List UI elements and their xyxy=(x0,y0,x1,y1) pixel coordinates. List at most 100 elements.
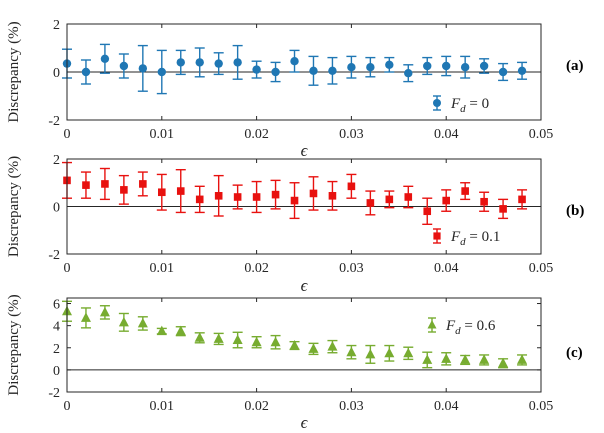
legend: Fd = 0.1 xyxy=(433,228,500,248)
legend-label: Fd = 0.6 xyxy=(445,318,496,337)
data-point xyxy=(498,67,508,77)
chart-panel-c: 0 0.01 0.02 0.03 0.04 0.05 -2 0 2 4 6 Discrepancy (… xyxy=(6,294,583,432)
data-point xyxy=(403,347,414,358)
data-point xyxy=(232,334,243,345)
panel-label: (a) xyxy=(566,58,584,74)
data-point xyxy=(480,197,488,206)
data-point xyxy=(120,186,128,194)
legend-label: Fd = 0 xyxy=(450,96,489,115)
data-point xyxy=(156,325,167,336)
data-point xyxy=(346,346,357,357)
data-point xyxy=(517,66,527,76)
data-point xyxy=(366,199,375,207)
data-point xyxy=(214,192,223,200)
data-point xyxy=(422,354,433,364)
data-point xyxy=(460,62,470,72)
data-point xyxy=(176,58,185,67)
y-tick-label: 6 xyxy=(53,298,60,313)
x-tick-label: 0 xyxy=(64,261,71,276)
y-tick-label: -2 xyxy=(48,386,60,401)
legend: Fd = 0 xyxy=(433,95,489,115)
data-point xyxy=(175,325,186,336)
data-point xyxy=(460,354,471,364)
data-point xyxy=(81,67,91,77)
data-point xyxy=(365,348,376,359)
y-tick-label: -2 xyxy=(48,248,60,263)
data-point xyxy=(499,205,507,213)
data-point xyxy=(119,61,129,71)
x-tick-label: 0.01 xyxy=(150,399,175,414)
axes-box xyxy=(66,297,542,393)
legend-marker xyxy=(433,99,441,107)
data-point xyxy=(442,196,450,205)
data-point xyxy=(271,190,280,199)
data-point xyxy=(327,341,338,351)
x-axis-label: ϵ xyxy=(301,413,309,432)
x-tick-label: 0.03 xyxy=(339,261,364,276)
data-point xyxy=(157,67,166,77)
y-tick-label: 0 xyxy=(53,66,60,81)
data-point xyxy=(137,317,148,328)
y-axis-label: Discrepancy (%) xyxy=(6,21,22,122)
x-axis-label: ϵ xyxy=(301,141,309,160)
chart-panel-a: 0 0.01 0.02 0.03 0.04 0.05 -2 0 2 Discrepancy (%)… xyxy=(6,18,584,160)
x-tick-label: 0.03 xyxy=(339,127,364,142)
data-point xyxy=(176,187,185,195)
x-tick-label: 0.04 xyxy=(434,127,459,142)
x-tick-label: 0.01 xyxy=(150,261,175,276)
data-point xyxy=(385,60,394,69)
data-point xyxy=(517,354,528,364)
x-tick-label: 0.04 xyxy=(434,399,459,414)
data-point xyxy=(289,340,300,350)
data-point xyxy=(479,354,490,364)
x-tick-label: 0.02 xyxy=(244,399,269,414)
data-point xyxy=(213,333,224,343)
x-axis-label: ϵ xyxy=(301,276,309,295)
data-point xyxy=(328,66,337,76)
data-point xyxy=(100,54,110,63)
data-point xyxy=(404,193,413,201)
data-point xyxy=(309,66,318,76)
y-tick-label: 2 xyxy=(53,342,60,357)
data-point xyxy=(423,207,432,216)
data-point xyxy=(270,336,281,347)
data-point xyxy=(290,57,299,66)
x-tick-label: 0.02 xyxy=(244,127,269,142)
legend-label: Fd = 0.1 xyxy=(450,229,500,248)
data-point xyxy=(479,61,489,71)
data-point xyxy=(404,69,413,78)
data-point xyxy=(423,61,432,71)
data-point xyxy=(195,58,204,67)
y-axis-label: Discrepancy (%) xyxy=(6,294,22,395)
data-point xyxy=(347,182,356,191)
x-tick-label: 0.05 xyxy=(529,399,554,414)
data-point xyxy=(233,58,242,67)
data-point xyxy=(194,332,205,342)
y-tick-label: -2 xyxy=(48,114,60,129)
data-point xyxy=(347,62,356,72)
data-point xyxy=(518,195,526,204)
data-point xyxy=(118,316,129,327)
legend-marker xyxy=(427,320,437,329)
data-point xyxy=(252,193,261,201)
data-point xyxy=(80,312,91,322)
data-point xyxy=(290,196,299,205)
x-tick-label: 0 xyxy=(64,127,71,142)
data-point xyxy=(139,180,147,188)
y-tick-label: 0 xyxy=(53,201,60,216)
x-tick-label: 0.02 xyxy=(244,261,269,276)
data-point xyxy=(195,195,204,204)
data-point xyxy=(366,62,375,72)
data-point xyxy=(461,187,469,195)
y-tick-label: 4 xyxy=(53,320,60,335)
y-tick-label: 2 xyxy=(53,153,60,168)
data-point xyxy=(233,193,242,201)
data-point xyxy=(309,189,318,198)
data-point xyxy=(498,357,509,368)
data-point xyxy=(271,67,280,77)
chart-panel-b: 0 0.01 0.02 0.03 0.04 0.05 -2 0 2 Discrepancy (%)… xyxy=(6,153,584,295)
legend-marker xyxy=(433,232,441,240)
y-tick-label: 0 xyxy=(53,364,60,379)
data-point xyxy=(101,180,109,188)
